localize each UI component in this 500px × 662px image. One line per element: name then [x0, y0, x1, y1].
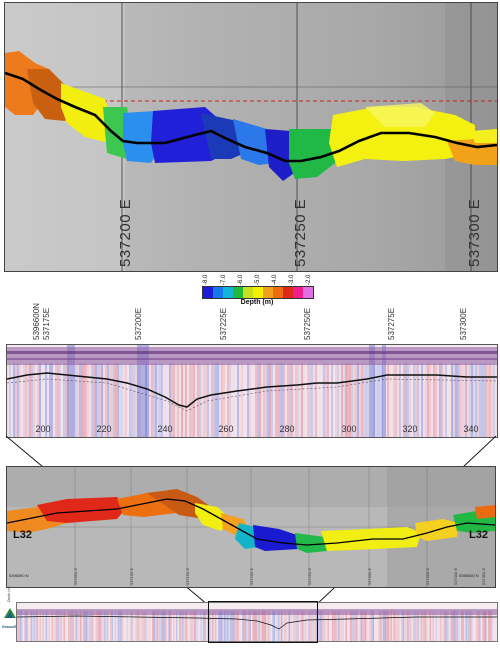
overview-easting: 537150 E — [185, 567, 190, 585]
overview-easting: 537350 E — [425, 567, 430, 585]
overview-easting: 537300 E — [367, 567, 372, 585]
profile-x-tick: 220 — [96, 424, 112, 434]
line-label-right: L32 — [469, 529, 488, 541]
legend-swatch — [283, 287, 293, 298]
mini-radargram — [17, 603, 497, 641]
gpr-radargram — [7, 345, 497, 437]
legend-swatch — [253, 287, 263, 298]
overview-northing-left: 5396550 N — [9, 573, 29, 578]
depth-legend: -8.0 -7.0 -6.0 -5.0 -4.0 -3.0 -2.0 Depth… — [196, 270, 318, 310]
legend-swatch — [273, 287, 283, 298]
profile-x-tick: 280 — [279, 424, 295, 434]
line-label-left: L32 — [13, 529, 32, 541]
bed-reflector-line — [7, 372, 497, 408]
profile-x-tick: 320 — [402, 424, 418, 434]
overview-map-image — [7, 467, 495, 587]
top-map-image — [5, 3, 497, 271]
overview-northing-right: 5396500 N — [459, 573, 479, 578]
mini-axis-label: Depth (m) — [7, 586, 11, 602]
overview-easting: 537050 E — [73, 567, 78, 585]
profile-x-tick: 340 — [463, 424, 479, 434]
profile-x-tick: 260 — [218, 424, 234, 434]
gpr-profile-panel: 200 220 240 260 280 300 320 340 — [6, 344, 498, 438]
legend-swatch — [203, 287, 213, 298]
mini-radargram-frame — [16, 602, 498, 642]
profile-x-tick: 300 — [341, 424, 357, 434]
overview-easting: 537450 E — [481, 567, 486, 585]
legend-swatch — [243, 287, 253, 298]
logo-mark-icon — [4, 608, 16, 618]
mini-profile-panel: GroundTruth Depth (m) — [2, 586, 498, 654]
legend-color-bar — [202, 286, 314, 299]
zoom-extent-box — [208, 601, 318, 643]
legend-swatch — [293, 287, 303, 298]
overview-track-line — [7, 498, 495, 546]
profile-x-tick: 240 — [157, 424, 173, 434]
legend-swatch — [213, 287, 223, 298]
legend-swatch — [263, 287, 273, 298]
survey-track-line — [5, 71, 497, 163]
legend-swatch — [233, 287, 243, 298]
legend-swatch — [303, 287, 313, 298]
overview-easting: 537400 E — [453, 567, 458, 585]
legend-title: Depth (m) — [240, 299, 274, 306]
top-map-panel: 537200 E 537250 E 537300 E — [4, 2, 498, 272]
overview-easting: 537250 E — [307, 567, 312, 585]
overview-easting: 537100 E — [129, 567, 134, 585]
overview-depth-swath — [7, 489, 495, 553]
overview-easting: 537200 E — [249, 567, 254, 585]
mini-logo: GroundTruth — [2, 606, 24, 634]
overview-map-panel: L32 L32 537050 E 537100 E 537150 E 53720… — [6, 466, 496, 588]
logo-text: GroundTruth — [2, 625, 24, 629]
profile-x-tick: 200 — [35, 424, 51, 434]
legend-swatch — [223, 287, 233, 298]
